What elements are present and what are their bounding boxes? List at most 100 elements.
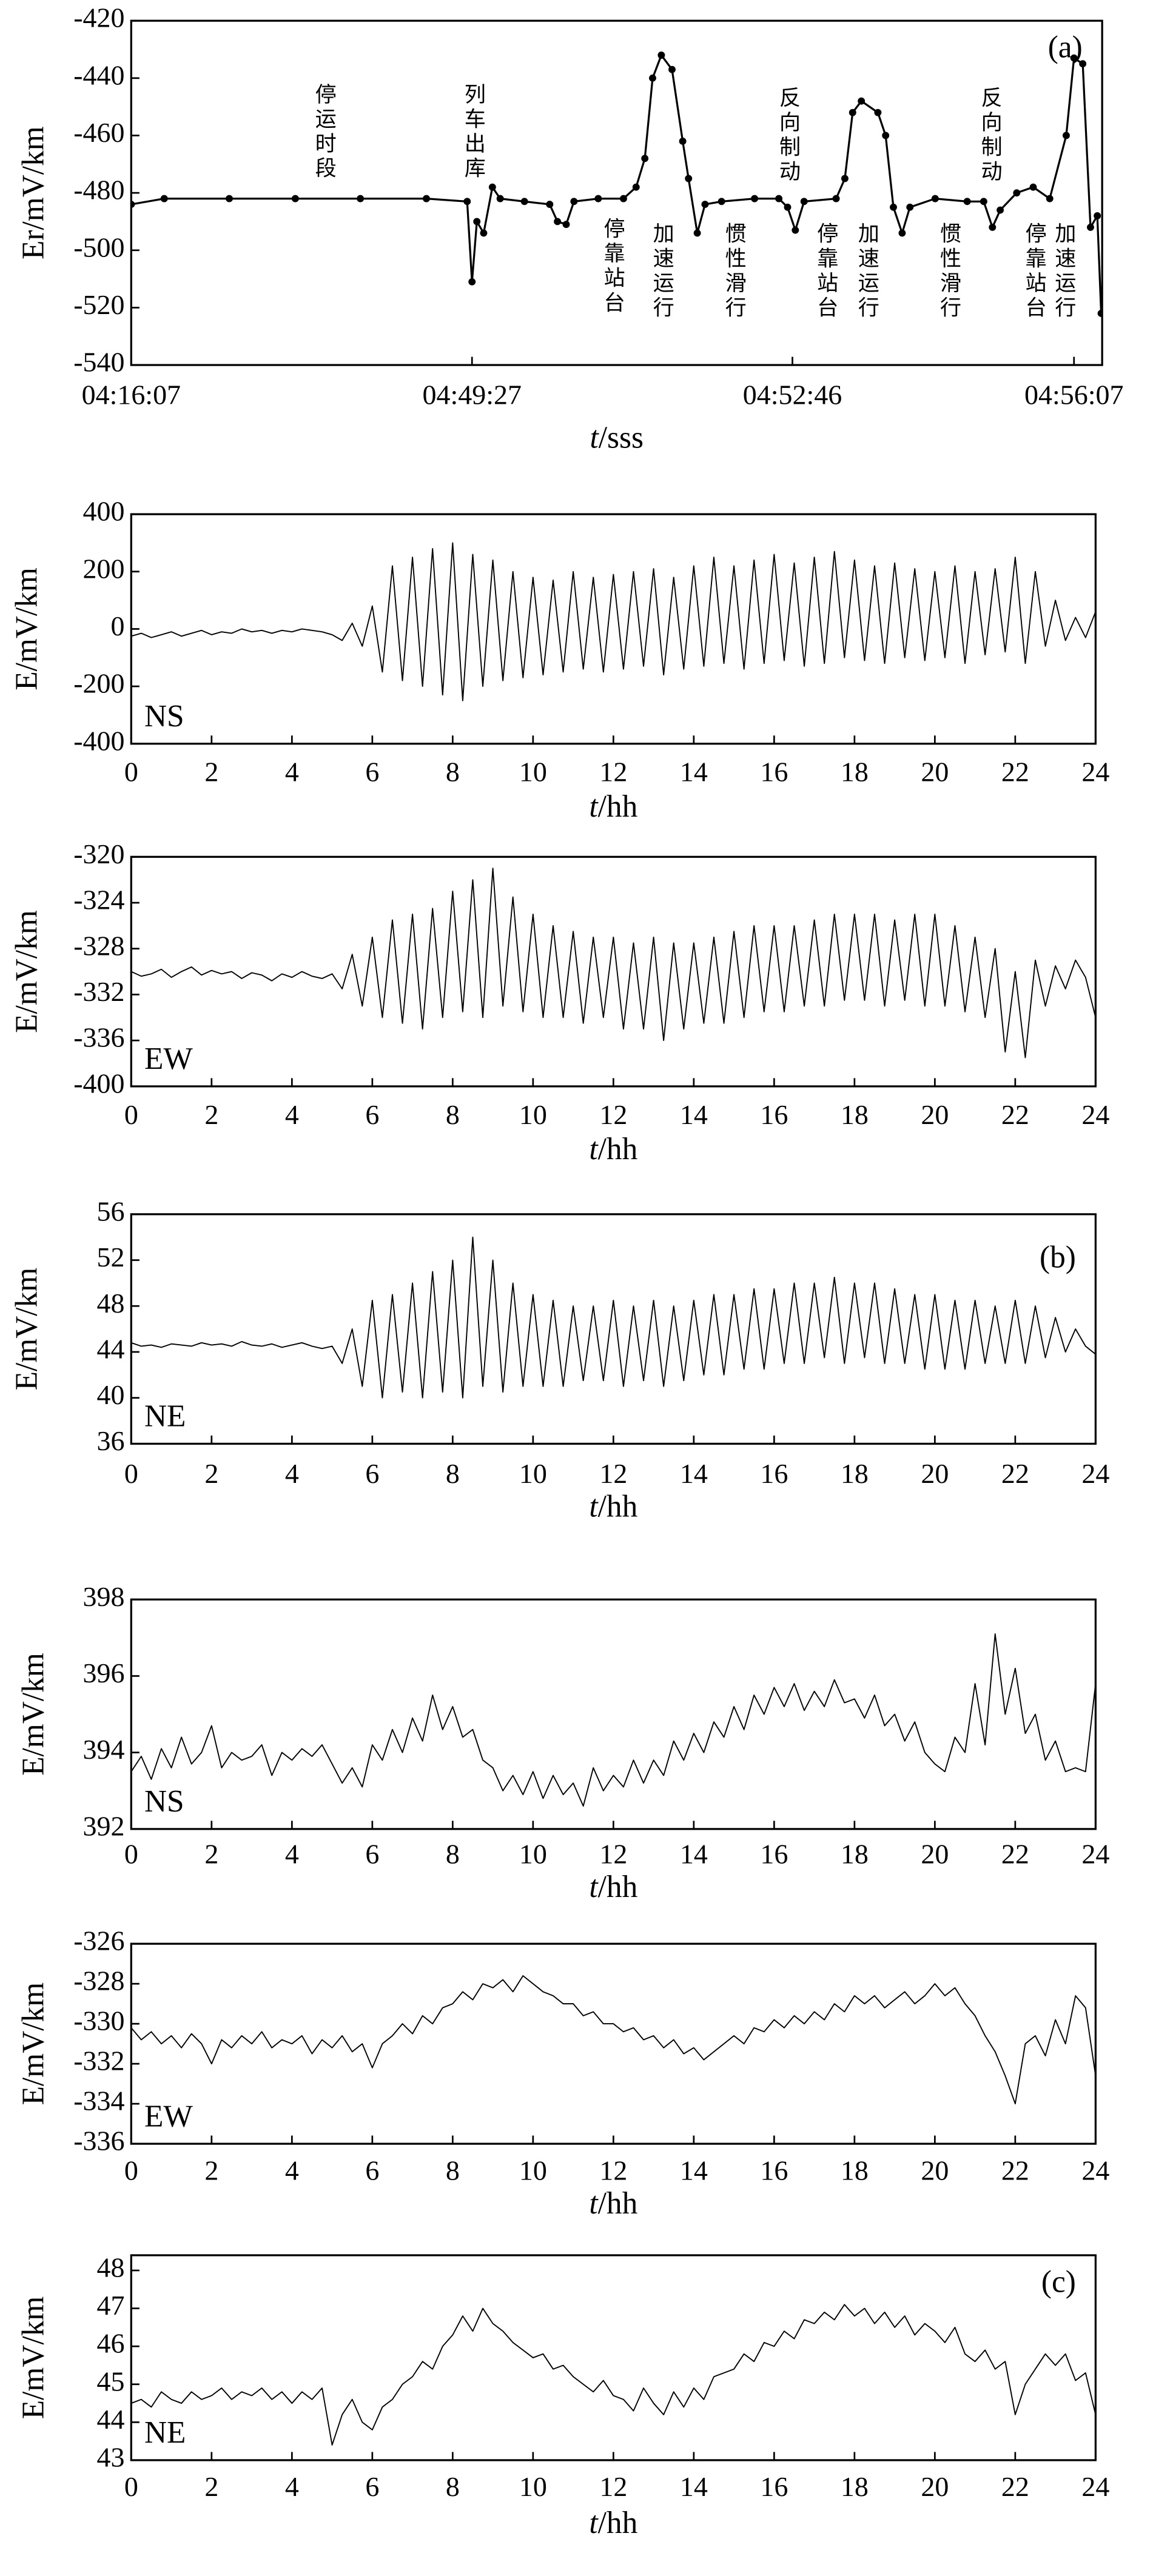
y-tick-label: 396 [83, 1658, 125, 1688]
x-tick-label: 12 [599, 757, 627, 788]
line-series [131, 868, 1096, 1059]
x-tick-label: 04:49:27 [422, 380, 521, 410]
x-tick-label: 10 [519, 2155, 547, 2186]
x-tick-label: 0 [124, 1458, 138, 1489]
x-tick-label: 10 [519, 2471, 547, 2502]
marker [657, 52, 665, 59]
annotation: 反向制动 [978, 86, 1003, 184]
x-tick-label: 10 [519, 1838, 547, 1869]
marker [890, 203, 897, 211]
x-axis-label: t/hh [589, 789, 637, 824]
marker [594, 195, 602, 202]
x-tick-label: 8 [446, 2155, 460, 2186]
x-tick-label: 4 [285, 1458, 299, 1489]
x-tick-label: 4 [285, 2471, 299, 2502]
series [131, 542, 1096, 701]
x-tick-label: 16 [760, 757, 788, 788]
y-tick-label: 40 [97, 1379, 125, 1410]
x-tick-label: 20 [921, 757, 949, 788]
x-tick-label: 18 [841, 2155, 869, 2186]
x-tick-label: 18 [841, 1838, 869, 1869]
y-tick-label: -440 [73, 59, 124, 90]
plot-frame [130, 855, 1097, 1088]
x-tick-label: 2 [204, 757, 218, 788]
x-tick-label: 22 [1001, 757, 1029, 788]
x-tick-label: 24 [1081, 2471, 1109, 2502]
y-tick-label: 44 [97, 1334, 125, 1365]
marker [841, 175, 849, 182]
y-tick-label: 52 [97, 1242, 125, 1273]
y-tick-label: 200 [83, 553, 125, 584]
x-tick-label: 2 [204, 1099, 218, 1130]
x-tick-label: 4 [285, 1838, 299, 1869]
marker [649, 74, 656, 82]
marker [784, 203, 792, 211]
series [131, 1975, 1096, 2105]
marker [1062, 132, 1070, 139]
plot-frame [130, 1942, 1097, 2145]
y-tick-label: -334 [73, 2086, 124, 2116]
annotation: 惯性滑行 [722, 222, 747, 321]
line-series [131, 1236, 1096, 1399]
line-series [131, 1633, 1096, 1807]
x-tick-label: 0 [124, 1838, 138, 1869]
y-tick-label: -500 [73, 232, 124, 263]
x-tick-label: 10 [519, 757, 547, 788]
y-axis-label: E/mV/km [16, 1653, 50, 1776]
y-tick-label: -540 [73, 347, 124, 378]
x-tick-label: 24 [1081, 2155, 1109, 2186]
x-tick-label: 14 [680, 2155, 708, 2186]
annotation: 加速运行 [855, 222, 879, 321]
x-tick-label: 14 [680, 1458, 708, 1489]
x-tick-label: 24 [1081, 1458, 1109, 1489]
x-tick-label: 04:16:07 [82, 380, 181, 410]
marker [1087, 223, 1094, 231]
x-tick-label: 2 [204, 1458, 218, 1489]
marker [641, 155, 649, 162]
y-tick-label: -460 [73, 117, 124, 148]
plot-frame [130, 513, 1097, 745]
marker [480, 229, 488, 237]
panel-tag: (b) [1040, 1240, 1076, 1274]
annotation: 停靠站台 [600, 218, 625, 316]
marker [858, 97, 866, 105]
x-axis-label: t/hh [589, 1132, 637, 1166]
marker [679, 138, 687, 145]
y-axis-label: E/mV/km [16, 1982, 50, 2106]
x-tick-label: 6 [365, 1838, 379, 1869]
x-tick-label: 16 [760, 1458, 788, 1489]
y-axis-label: E/mV/km [9, 910, 44, 1033]
marker [693, 229, 701, 237]
marker [554, 218, 562, 226]
x-tick-label: 6 [365, 1458, 379, 1489]
marker [488, 183, 496, 191]
panel-label: EW [144, 1042, 193, 1076]
y-tick-label: 43 [97, 2441, 125, 2472]
y-axis-label: E/mV/km [9, 567, 44, 691]
x-tick-label: 20 [921, 1458, 949, 1489]
annotation: 反向制动 [776, 86, 801, 184]
marker [520, 198, 528, 206]
panel-label: EW [144, 2099, 193, 2133]
x-tick-label: 20 [921, 2155, 949, 2186]
x-tick-label: 14 [680, 1838, 708, 1869]
y-tick-label: -520 [73, 289, 124, 320]
x-tick-label: 10 [519, 1458, 547, 1489]
marker [701, 201, 709, 209]
x-tick-label: 2 [204, 2471, 218, 2502]
plot-frame [130, 19, 1103, 366]
annotation: 加速运行 [1051, 222, 1076, 321]
x-tick-label: 14 [680, 1099, 708, 1130]
y-tick-label: -200 [73, 668, 124, 699]
marker [496, 195, 504, 202]
x-tick-label: 20 [921, 1099, 949, 1130]
marker [792, 226, 799, 234]
marker [849, 109, 856, 116]
y-axis-label: E/mV/km [16, 2297, 50, 2420]
